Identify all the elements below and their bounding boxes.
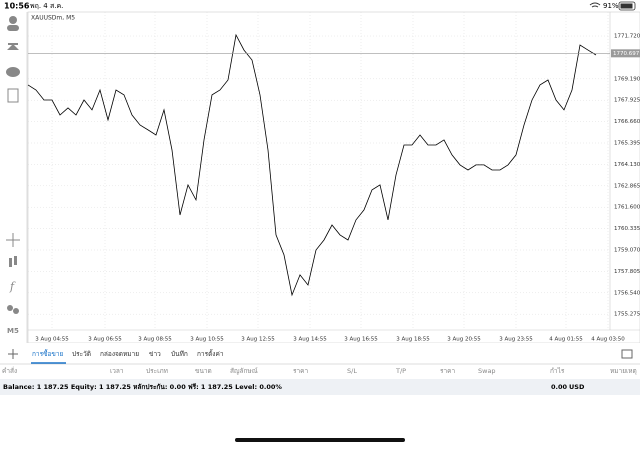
x-tick-label: 4 Aug 03:50 [591, 337, 625, 343]
y-tick-label: 1769.190 [614, 76, 640, 82]
panel-toggle[interactable] [621, 349, 633, 359]
table-header: คำสั่ง เวลา ประเภท ขนาด สัญลักษณ์ ราคา S/L T/P ร… [2, 366, 637, 375]
y-tick-label: 1765.395 [614, 141, 640, 147]
timeframe-button[interactable]: M5 [7, 327, 19, 335]
left-toolbar [0, 12, 27, 342]
column-header: ราคา [440, 367, 455, 375]
trade-icon[interactable] [7, 43, 19, 50]
wifi-icon [589, 2, 601, 8]
crosshair-icon[interactable] [6, 233, 20, 247]
battery-icon [618, 1, 636, 11]
summary-currency: USD [569, 383, 585, 391]
column-header: คำสั่ง [2, 366, 17, 375]
column-header: T/P [395, 367, 406, 375]
column-header: Swap [478, 367, 496, 375]
y-tick-label: 1755.275 [614, 312, 640, 318]
x-tick-label: 3 Aug 10:55 [190, 337, 224, 343]
x-tick-label: 3 Aug 16:55 [344, 337, 378, 343]
current-price-label: 1770.697 [613, 51, 640, 57]
chart-type-icon[interactable] [9, 258, 12, 267]
tab[interactable]: กล่องจดหมาย [100, 350, 139, 358]
y-tick-label: 1762.865 [614, 183, 640, 189]
new-order-icon[interactable] [7, 88, 19, 103]
objects-icon[interactable] [7, 305, 13, 311]
x-tick-label: 3 Aug 08:55 [138, 337, 172, 343]
y-tick-label: 1767.925 [614, 98, 640, 104]
y-tick-label: 1761.600 [614, 205, 640, 211]
x-tick-label: 3 Aug 18:55 [396, 337, 430, 343]
y-tick-label: 1756.540 [614, 290, 640, 296]
tab-bar [0, 343, 640, 365]
x-tick-label: 3 Aug 14:55 [293, 337, 327, 343]
add-button[interactable] [8, 349, 18, 359]
status-time: 10:56 [4, 2, 30, 11]
tab[interactable]: บันทึก [171, 350, 188, 358]
toolbar-icons: f [6, 16, 20, 314]
x-tick-label: 3 Aug 12:55 [241, 337, 275, 343]
summary-profit: 0.00 [551, 383, 568, 391]
chat-icon[interactable] [6, 67, 20, 77]
x-tick-label: 3 Aug 06:55 [88, 337, 122, 343]
column-header: ขนาด [195, 367, 212, 375]
column-header: สัญลักษณ์ [230, 367, 258, 375]
y-tick-label: 1771.720 [614, 34, 640, 40]
chart-symbol: XAUUSDm, M5 [31, 15, 75, 22]
x-tick-label: 3 Aug 04:55 [35, 337, 69, 343]
chart-frame [27, 11, 640, 344]
current-price-box [611, 49, 640, 58]
tab[interactable]: ประวัติ [72, 350, 91, 358]
column-header: เวลา [110, 367, 124, 375]
tabs: การซื้อขาย ประวัติ กล่องจดหมาย ข่าว บันทึก กา… [31, 349, 224, 364]
tab[interactable]: ข่าว [149, 350, 161, 358]
account-icon-body [7, 25, 19, 31]
x-tick-label: 3 Aug 23:55 [499, 337, 533, 343]
home-indicator [235, 438, 405, 442]
summary-text: Balance: 1 187.25 Equity: 1 187.25 หลักป… [3, 383, 282, 391]
battery-level [620, 3, 633, 9]
summary-row [0, 379, 640, 395]
column-header: ประเภท [146, 367, 168, 375]
indicator-icon[interactable]: f [9, 280, 16, 293]
column-header: หมายเหตุ [610, 367, 637, 375]
y-tick-label: 1760.335 [614, 226, 640, 232]
account-icon[interactable] [9, 16, 17, 24]
tab[interactable]: การซื้อขาย [32, 349, 63, 358]
x-tick-label: 3 Aug 20:55 [447, 337, 481, 343]
price-line-series [27, 33, 597, 297]
chart: 1771.720 1769.190 1767.925 1766.660 1765.395… [27, 12, 640, 343]
y-tick-label: 1757.805 [614, 269, 640, 275]
status-battery: 91% [603, 2, 619, 10]
y-tick-label: 1759.070 [614, 247, 640, 253]
y-tick-label: 1764.130 [614, 162, 640, 168]
y-tick-label: 1766.660 [614, 119, 640, 125]
tab[interactable]: การตั้งค่า [197, 349, 224, 358]
column-header: ราคา [293, 367, 308, 375]
column-header: S/L [347, 367, 357, 375]
x-tick-label: 4 Aug 01:55 [549, 337, 583, 343]
column-header: กำไร [550, 367, 565, 375]
status-date: พฤ. 4 ส.ค. [30, 2, 63, 10]
